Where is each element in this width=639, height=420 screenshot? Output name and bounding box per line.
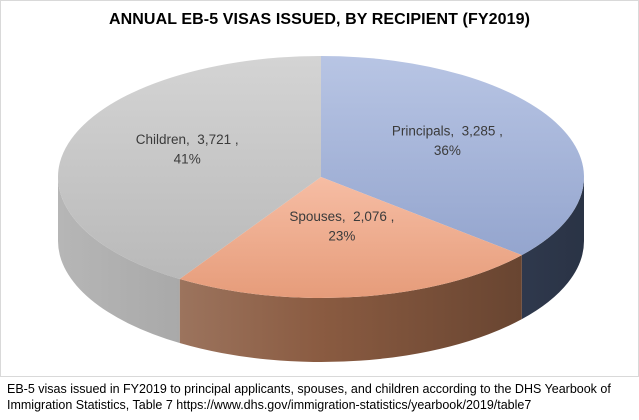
chart-caption: EB-5 visas issued in FY2019 to principal…: [7, 382, 611, 412]
pie-slice-side-principals: [521, 177, 584, 320]
pie-slice-children: [57, 55, 321, 280]
pie-label-spouses: Spouses, 2,076 , 23%: [289, 209, 394, 244]
pie-slice-principals: [321, 56, 584, 256]
chart-title: ANNUAL EB-5 VISAS ISSUED, BY RECIPIENT (…: [108, 11, 531, 28]
pie-label-principals: Principals, 3,285 , 36%: [392, 124, 503, 159]
chart-area: ANNUAL EB-5 VISAS ISSUED, BY RECIPIENT (…: [0, 0, 639, 377]
pie-slice-side-children: [57, 177, 180, 344]
pie-label-children: Children, 3,721 , 41%: [136, 132, 239, 167]
pie-chart: Principals, 3,285 , 36% Spouses, 2,076 , 23…: [57, 55, 584, 363]
pie-slice-spouses: [179, 177, 522, 299]
pie-slice-side-spouses: [179, 255, 522, 363]
